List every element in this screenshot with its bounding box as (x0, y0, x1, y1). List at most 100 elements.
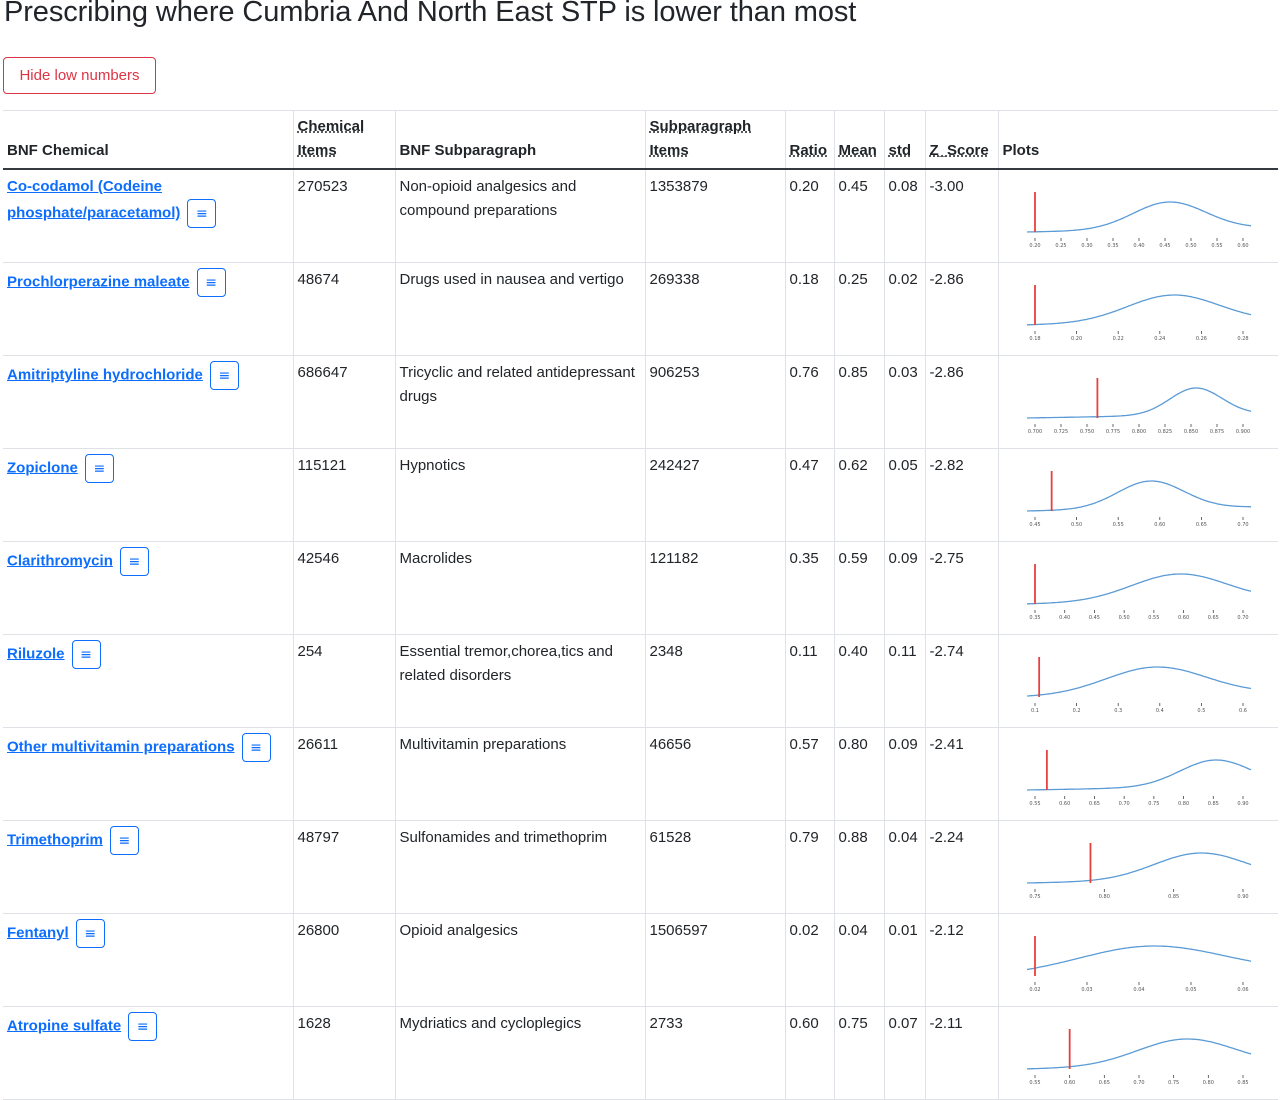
header-ratio-abbr: Ratio (789, 142, 828, 159)
chemical-link[interactable]: Fentanyl (7, 924, 69, 942)
ratio-cell: 0.18 (784, 262, 834, 356)
plot-cell: 0.18 0.20 0.22 0.24 0.26 0.28 (997, 262, 1278, 356)
header-bnf-subparagraph: BNF Subparagraph (394, 110, 645, 170)
distribution-plot: 0.55 0.60 0.65 0.70 0.75 0.80 0.85 0.90 (1026, 750, 1251, 807)
chemical-link[interactable]: Clarithromycin (7, 552, 113, 570)
subparagraph-cell: Hypnotics (394, 448, 645, 542)
chemical-link[interactable]: Other multivitamin preparations (7, 738, 235, 756)
mean-cell: 0.40 (833, 634, 884, 728)
axis-tick-label: 0.03 (1081, 987, 1092, 993)
axis-tick-label: 0.60 (1059, 801, 1070, 807)
table-row: Zopiclone ≡ 115121 Hypnotics 242427 0.47 0.62 0… (3, 448, 1278, 542)
hamburger-list-icon[interactable]: ≡ (75, 919, 105, 948)
chemical-link[interactable]: Co-codamol (Codeine phosphate/paracetamo… (7, 178, 181, 222)
distribution-plot: 0.02 0.03 0.04 0.05 0.06 (1026, 936, 1251, 993)
axis-tick-label: 0.50 (1118, 615, 1129, 621)
density-curve (1026, 480, 1251, 512)
mean-cell: 0.25 (833, 262, 884, 356)
axis-tick-label: 0.30 (1081, 243, 1092, 249)
chemical-items-cell: 686647 (292, 355, 395, 449)
hamburger-list-icon[interactable]: ≡ (84, 454, 114, 483)
hamburger-list-icon[interactable]: ≡ (209, 361, 239, 390)
chemical-cell: Other multivitamin preparations ≡ (3, 727, 293, 821)
hamburger-list-icon[interactable]: ≡ (187, 199, 217, 228)
ratio-cell: 0.60 (784, 1006, 834, 1100)
axis-tick-label: 0.60 (1064, 1080, 1075, 1086)
std-cell: 0.11 (883, 634, 925, 728)
table-header-row: BNF Chemical Chemical Items BNF Subparag… (3, 110, 1278, 170)
table-row: Co-codamol (Codeine phosphate/paracetamo… (3, 169, 1278, 263)
axis-tick-label: 0.55 (1211, 243, 1222, 249)
chemical-link[interactable]: Amitriptyline hydrochloride (7, 366, 203, 384)
axis-tick-label: 0.50 (1071, 522, 1082, 528)
chemical-items-cell: 26611 (292, 727, 395, 821)
subparagraph-items-cell: 242427 (644, 448, 785, 542)
table-row: Trimethoprim ≡ 48797 Sulfonamides and trime… (3, 820, 1278, 914)
axis-tick-label: 0.20 (1029, 243, 1040, 249)
axis-tick-label: 0.25 (1055, 243, 1066, 249)
axis-tick-label: 0.85 (1237, 1080, 1248, 1086)
subparagraph-items-cell: 1506597 (644, 913, 785, 1007)
chemical-link[interactable]: Prochlorperazine maleate (7, 273, 190, 291)
mean-cell: 0.75 (833, 1006, 884, 1100)
chemical-cell: Prochlorperazine maleate ≡ (3, 262, 293, 356)
z-score-cell: -2.82 (924, 448, 998, 542)
axis-tick-label: 0.4 (1155, 708, 1163, 714)
axis-tick-label: 0.90 (1237, 801, 1248, 807)
density-curve (1026, 1038, 1251, 1070)
plot-cell: 0.35 0.40 0.45 0.50 0.55 0.60 0.65 0.70 (997, 541, 1278, 635)
subparagraph-items-cell: 906253 (644, 355, 785, 449)
chemical-link[interactable]: Trimethoprim (7, 831, 103, 849)
hamburger-list-icon[interactable]: ≡ (241, 733, 271, 762)
axis-tick-label: 0.2 (1072, 708, 1080, 714)
density-curve (1026, 945, 1251, 971)
table-row: Atropine sulfate ≡ 1628 Mydriatics and cycl… (3, 1006, 1278, 1100)
axis-tick-label: 0.850 (1183, 429, 1197, 435)
header-chemical-items-abbr: Chemical Items (297, 118, 365, 159)
mean-cell: 0.80 (833, 727, 884, 821)
chemical-cell: Clarithromycin ≡ (3, 541, 293, 635)
z-score-cell: -2.74 (924, 634, 998, 728)
ratio-cell: 0.35 (784, 541, 834, 635)
subparagraph-cell: Multivitamin preparations (394, 727, 645, 821)
chemical-cell: Atropine sulfate ≡ (3, 1006, 293, 1100)
std-cell: 0.09 (883, 727, 925, 821)
hamburger-list-icon[interactable]: ≡ (119, 547, 149, 576)
axis-tick-label: 0.6 (1239, 708, 1247, 714)
hamburger-list-icon[interactable]: ≡ (109, 826, 139, 855)
hide-low-numbers-button[interactable]: Hide low numbers (3, 57, 156, 94)
table-row: Amitriptyline hydrochloride ≡ 686647 Tricyc… (3, 355, 1278, 449)
chemical-items-cell: 254 (292, 634, 395, 728)
axis-tick-label: 0.65 (1088, 801, 1099, 807)
chemical-link[interactable]: Zopiclone (7, 459, 78, 477)
density-curve (1026, 852, 1251, 884)
axis-tick-label: 0.5 (1197, 708, 1205, 714)
hamburger-list-icon[interactable]: ≡ (128, 1012, 158, 1041)
chemical-items-cell: 42546 (292, 541, 395, 635)
axis-tick-label: 0.725 (1053, 429, 1067, 435)
subparagraph-cell: Non-opioid analgesics and compound prepa… (394, 169, 645, 263)
subparagraph-items-cell: 121182 (644, 541, 785, 635)
plot-cell: 0.75 0.80 0.85 0.90 (997, 820, 1278, 914)
chemical-cell: Co-codamol (Codeine phosphate/paracetamo… (3, 169, 293, 263)
axis-tick-label: 0.3 (1114, 708, 1122, 714)
distribution-plot: 0.35 0.40 0.45 0.50 0.55 0.60 0.65 0.70 (1026, 564, 1251, 621)
chemical-cell: Trimethoprim ≡ (3, 820, 293, 914)
axis-tick-label: 0.40 (1133, 243, 1144, 249)
header-z-score: Z_Score (924, 110, 998, 170)
chemical-link[interactable]: Atropine sulfate (7, 1017, 122, 1035)
table-row: Fentanyl ≡ 26800 Opioid analgesics 1506597 0.… (3, 913, 1278, 1007)
z-score-cell: -2.24 (924, 820, 998, 914)
ratio-cell: 0.79 (784, 820, 834, 914)
hamburger-list-icon[interactable]: ≡ (71, 640, 101, 669)
axis-tick-label: 0.28 (1237, 336, 1248, 342)
subparagraph-cell: Essential tremor,chorea,tics and related… (394, 634, 645, 728)
distribution-plot: 0.55 0.60 0.65 0.70 0.75 0.80 0.85 (1026, 1029, 1251, 1086)
subparagraph-items-cell: 269338 (644, 262, 785, 356)
header-chemical-items: Chemical Items (292, 110, 395, 170)
axis-tick-label: 0.60 (1178, 615, 1189, 621)
subparagraph-items-cell: 2348 (644, 634, 785, 728)
chemical-link[interactable]: Riluzole (7, 645, 65, 663)
hamburger-list-icon[interactable]: ≡ (196, 268, 226, 297)
axis-tick-label: 0.18 (1029, 336, 1040, 342)
